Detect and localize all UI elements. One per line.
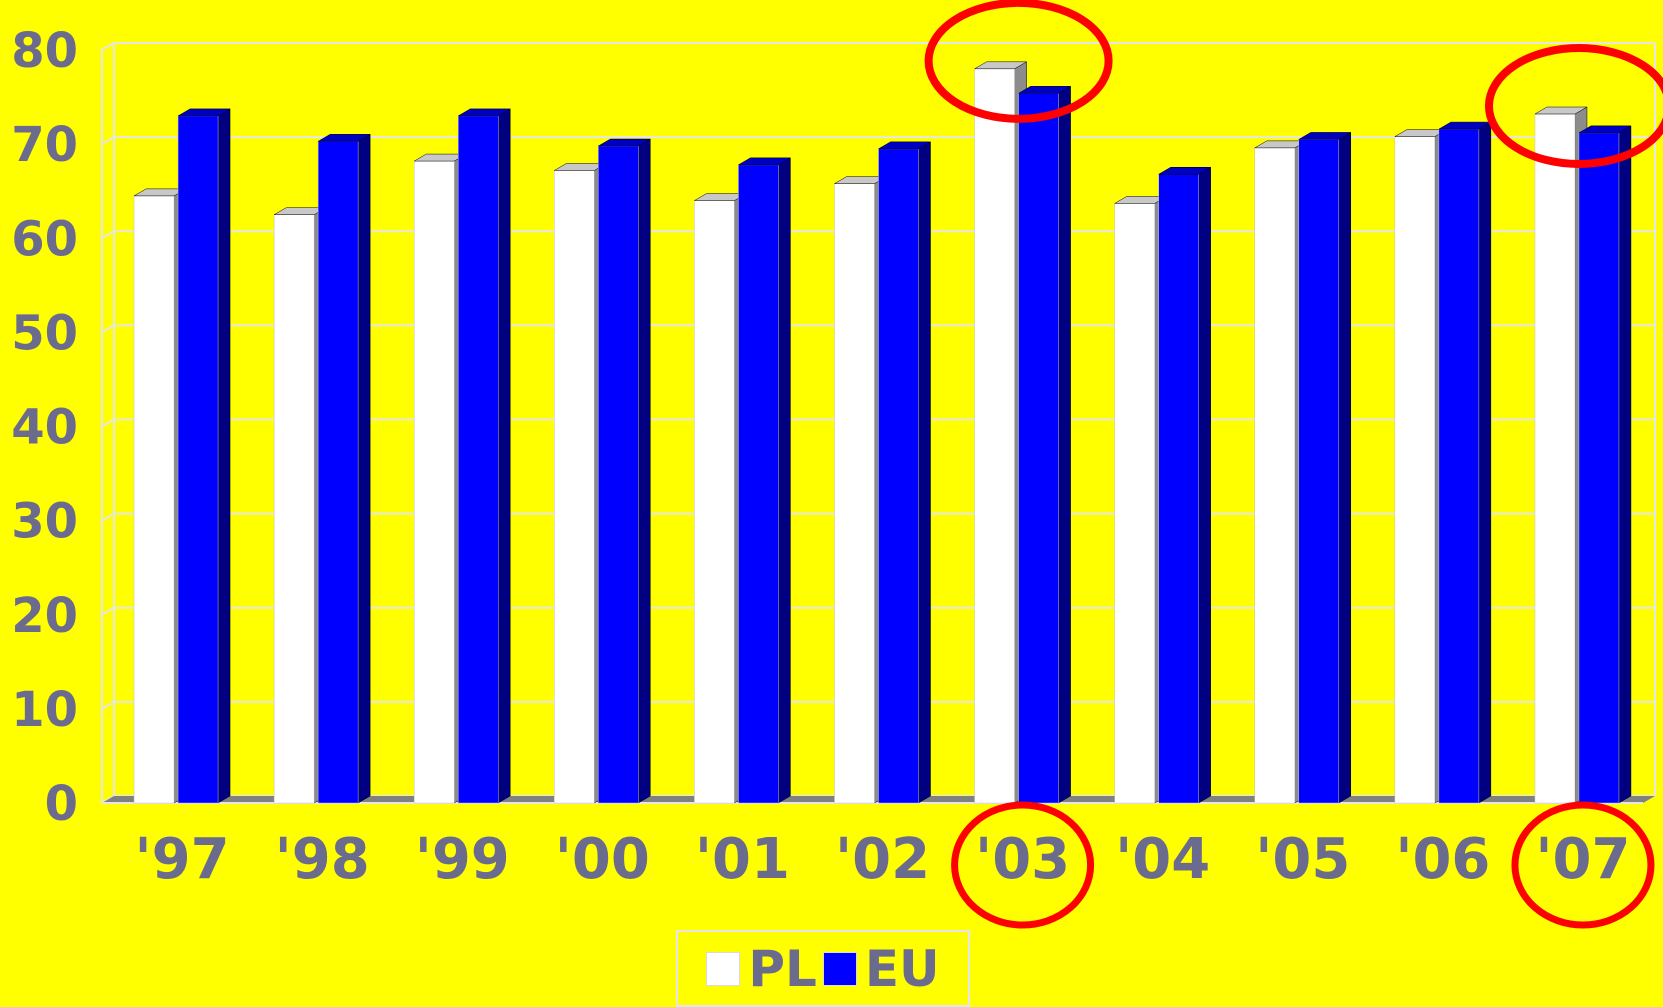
x-tick-label: '03	[975, 827, 1070, 892]
y-tick-label: 0	[45, 776, 78, 832]
bar-side-eu	[1058, 85, 1071, 804]
legend-swatch-pl	[706, 951, 741, 986]
bar-side-eu	[1478, 121, 1492, 804]
bar-eu	[598, 145, 639, 804]
x-tick-label: '04	[1115, 827, 1210, 892]
bar-eu	[738, 164, 779, 804]
legend-label-pl: PL	[748, 939, 817, 998]
gridline-side	[101, 701, 115, 710]
bar-side-eu	[918, 141, 931, 804]
y-tick-label: 50	[11, 305, 78, 361]
gridline-side	[101, 512, 115, 522]
bar-pl	[1394, 136, 1436, 804]
x-tick-label: '06	[1395, 827, 1490, 892]
bar-top-eu	[737, 157, 792, 166]
bar-side-eu	[1338, 131, 1352, 804]
gridline-side	[101, 230, 115, 240]
bar-pl	[413, 160, 455, 804]
bar-pl	[1534, 113, 1576, 804]
highlight-circle-label	[951, 801, 1095, 929]
bar-eu	[1578, 132, 1620, 804]
bar-pl	[133, 195, 175, 804]
bar-eu	[1158, 173, 1199, 804]
bar-eu	[457, 115, 499, 804]
y-tick-label: 80	[11, 23, 78, 79]
bar-side-eu	[357, 133, 371, 804]
y-tick-label: 70	[11, 117, 78, 173]
bar-eu	[878, 148, 919, 804]
bar-side-eu	[497, 108, 511, 804]
x-tick-label: '00	[555, 827, 650, 892]
gridline-side	[101, 136, 115, 145]
x-tick-label: '05	[1255, 827, 1350, 892]
bar-side-eu	[1618, 125, 1632, 804]
bar-side-eu	[638, 138, 651, 804]
bar-eu	[1438, 128, 1480, 804]
highlight-circle-label	[1511, 801, 1655, 929]
x-tick-label: '98	[275, 827, 370, 892]
bar-top-eu	[1017, 86, 1072, 94]
bar-top-eu	[317, 134, 372, 142]
gridline-side	[101, 324, 115, 334]
bar-top-eu	[1297, 132, 1352, 140]
bar-pl	[834, 183, 875, 804]
bar-top-eu	[457, 108, 512, 117]
bar-pl	[694, 200, 735, 804]
bar-eu	[1298, 139, 1340, 804]
bar-eu	[177, 115, 219, 804]
y-tick-label: 30	[11, 494, 78, 550]
legend-item-eu: EU	[822, 939, 940, 998]
bar-pl	[974, 68, 1015, 804]
x-tick-label: '07	[1535, 827, 1630, 892]
bar-top-eu	[877, 141, 932, 150]
bar-top-eu	[1578, 125, 1632, 134]
y-tick-label: 10	[11, 682, 78, 738]
gridline-side	[101, 606, 115, 616]
legend-item-pl: PL	[706, 940, 817, 998]
bar-side-eu	[217, 108, 231, 804]
bar-side-eu	[778, 157, 791, 804]
x-tick-label: '97	[135, 827, 230, 892]
bar-eu	[1018, 93, 1059, 804]
legend: PL EU	[676, 930, 970, 1007]
bar-eu	[317, 141, 359, 804]
gridline-side	[101, 42, 115, 51]
y-tick-label: 60	[11, 211, 78, 267]
legend-swatch-eu	[822, 951, 857, 986]
bar-side-eu	[1198, 166, 1211, 804]
y-tick-label: 20	[11, 588, 78, 644]
y-tick-label: 40	[11, 400, 78, 456]
bar-pl	[1254, 147, 1296, 804]
highlight-circle-bars	[924, 0, 1113, 123]
legend-label-eu: EU	[864, 939, 940, 998]
bar-pl	[1114, 203, 1155, 804]
x-tick-label: '02	[835, 827, 930, 892]
bar-pl	[554, 170, 595, 804]
x-tick-label: '99	[415, 827, 510, 892]
bar-top-eu	[597, 138, 652, 147]
highlight-circle-bars	[1484, 44, 1663, 168]
gridline-side	[101, 418, 115, 428]
bar-pl	[273, 214, 315, 804]
bar-top-pl	[1534, 106, 1588, 115]
bar-top-eu	[177, 108, 231, 117]
x-tick-label: '01	[695, 827, 790, 892]
bar-top-eu	[1157, 166, 1212, 175]
bar-top-pl	[973, 61, 1028, 70]
